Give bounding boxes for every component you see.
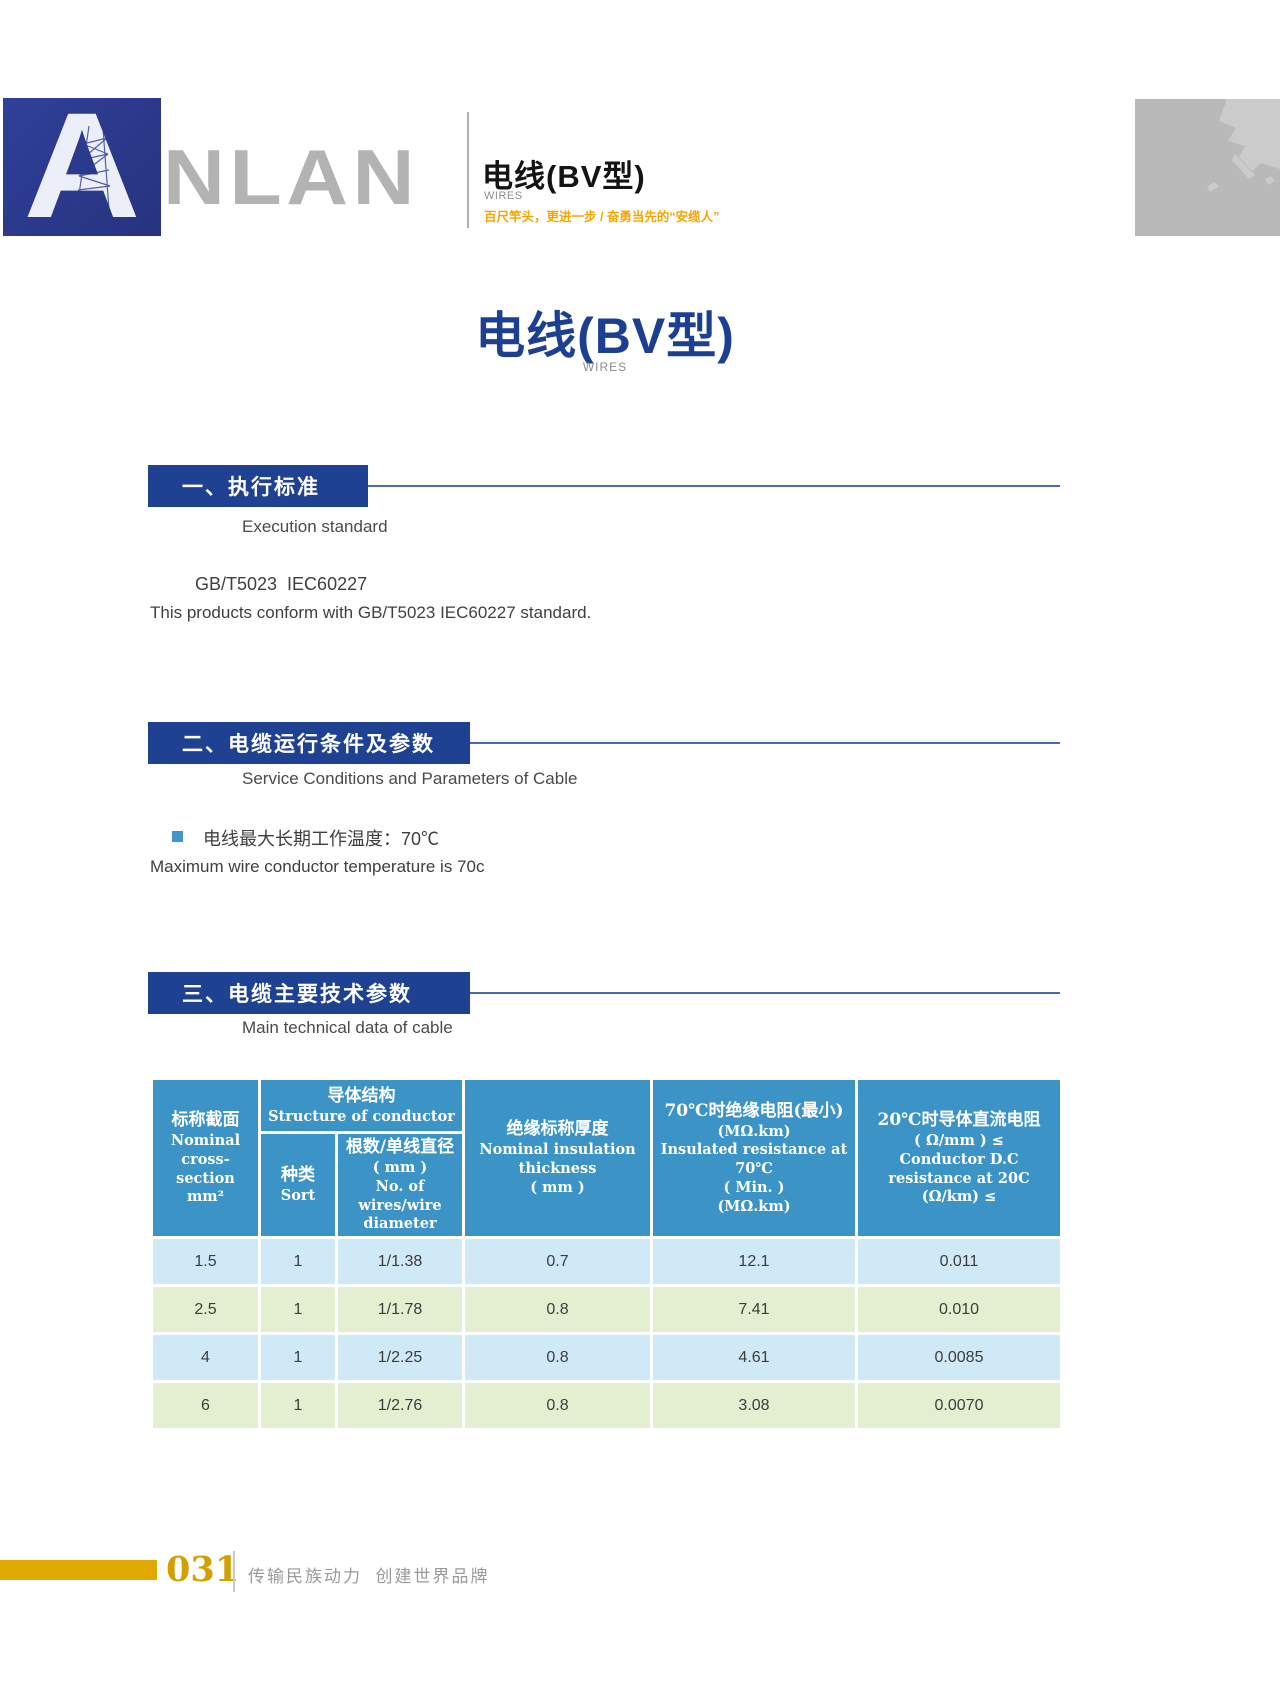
section2-heading: 二、电缆运行条件及参数 (148, 722, 470, 764)
table-row: 6 1 1/2.76 0.8 3.08 0.0070 (150, 1380, 1063, 1432)
standard-statement: This products conform with GB/T5023 IEC6… (150, 603, 592, 622)
section1-heading: 一、执行标准 (148, 465, 368, 507)
max-temperature-zh: 电线最大长期工作温度：70℃ (203, 829, 440, 849)
col-header-no-of-wires: 根数/单线直径 ( mm ) No. of wires/wire diamete… (335, 1130, 465, 1240)
footer-gold-bar (0, 1560, 157, 1580)
header-tagline: 百尺竿头，更进一步 / 奋勇当先的“安缆人” (484, 210, 720, 224)
footer-slogan: 传输民族动力 创建世界品牌 (248, 1567, 490, 1586)
section1-rule (152, 485, 1060, 487)
header-product-title: 电线(BV型) (482, 159, 646, 194)
max-temperature-en: Maximum wire conductor temperature is 70… (150, 857, 485, 876)
table-row: 2.5 1 1/1.78 0.8 7.41 0.010 (150, 1284, 1063, 1336)
footer-divider (233, 1551, 235, 1592)
standard-codes: GB/T5023 IEC60227 (195, 574, 368, 594)
bullet-square-icon (172, 831, 183, 842)
transmission-tower-sketch-icon (76, 125, 111, 211)
section3-rule (152, 992, 1060, 994)
col-header-insulation-thickness: 绝缘标称厚度 Nominal insulation thickness ( mm… (462, 1076, 653, 1240)
col-header-structure-of-conductor: 导体结构 Structure of conductor (258, 1077, 465, 1134)
table-row: 4 1 1/2.25 0.8 4.61 0.0085 (150, 1332, 1063, 1384)
page-title-en: WIRES (582, 360, 628, 374)
section1-subheading: Execution standard (242, 517, 388, 536)
section3-subheading: Main technical data of cable (242, 1018, 453, 1037)
col-header-insulated-resistance-70c: 70℃时绝缘电阻(最小) (MΩ.km) Insulated resistanc… (650, 1076, 858, 1240)
technical-data-table: 标称截面 Nominal cross-section mm² 导体结构 Stru… (150, 1076, 1063, 1432)
alaska-map-icon (1207, 99, 1280, 192)
col-header-sort: 种类 Sort (258, 1130, 338, 1240)
logo-letters-nlan: NLAN (163, 133, 419, 221)
section2-subheading: Service Conditions and Parameters of Cab… (242, 769, 578, 788)
col-header-nominal-cross-section: 标称截面 Nominal cross-section mm² (150, 1076, 261, 1240)
header-divider (467, 112, 469, 228)
map-graphic (1135, 99, 1280, 236)
header-product-subtitle: WIRES (484, 190, 523, 202)
logo-letter-a: A (23, 81, 141, 250)
anlan-logo-mark: A (3, 90, 161, 240)
section3-heading: 三、电缆主要技术参数 (148, 972, 470, 1014)
page-title: 电线(BV型) (475, 308, 735, 364)
table-row: 1.5 1 1/1.38 0.7 12.1 0.011 (150, 1236, 1063, 1288)
section2-rule (152, 742, 1060, 744)
page-number: 031 (166, 1549, 240, 1590)
col-header-dc-resistance-20c: 20℃时导体直流电阻 ( Ω/mm ) ≤ Conductor D.C resi… (855, 1076, 1063, 1240)
